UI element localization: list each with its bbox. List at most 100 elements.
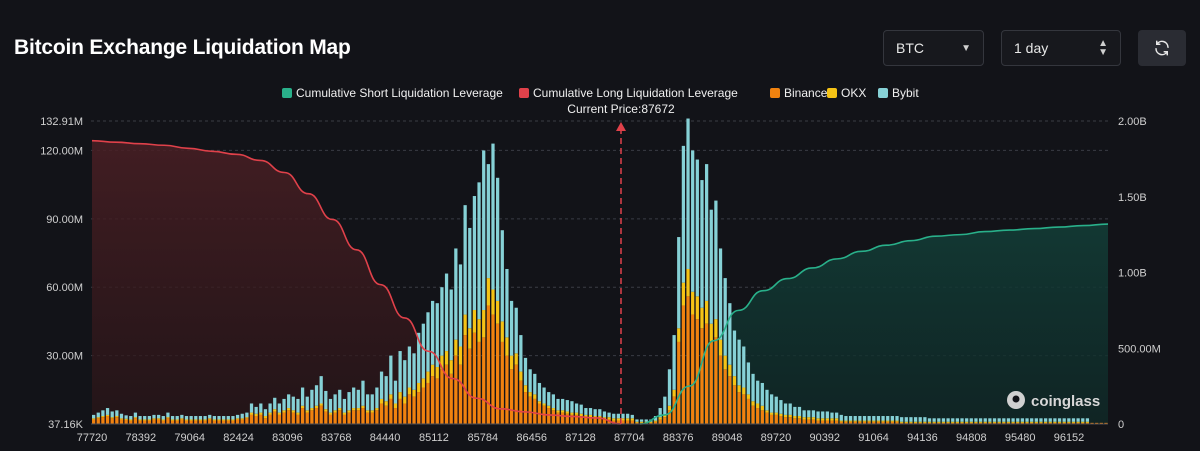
coinglass-watermark: coinglass [1007,391,1100,410]
bar-bybit [208,414,212,419]
legend-label-3[interactable]: OKX [841,86,866,100]
y-right-tick-label: 500.00M [1118,343,1161,355]
bar-okx [797,416,802,419]
x-tick-label: 79064 [174,432,205,444]
current-price-marker: Current Price:87672 [567,102,675,424]
bar-okx [143,419,147,421]
bar-okx [505,337,509,356]
bar-bybit [105,408,110,415]
bar-binance [621,420,625,424]
legend-label-2[interactable]: Binance [784,86,828,100]
bar-okx [704,300,709,324]
legend-label-1[interactable]: Cumulative Long Liquidation Leverage [533,86,738,100]
refresh-button[interactable] [1138,30,1186,66]
bar-binance [848,421,853,424]
bar-binance [314,408,319,424]
bar-binance [1025,422,1029,424]
legend-swatch-2[interactable] [770,88,780,98]
bar-binance [235,419,240,424]
bar-bybit [129,416,133,420]
bar-okx [737,385,741,393]
legend-label-4[interactable]: Bybit [892,86,919,100]
bar-bybit [760,382,764,406]
bar-binance [184,420,189,424]
bar-bybit [435,303,439,367]
bar-bybit [853,416,857,421]
bar-bybit [811,410,816,418]
bar-okx [853,420,857,422]
bar-okx [570,412,574,415]
bar-okx [533,394,537,399]
bar-okx [426,371,430,383]
bar-binance [370,412,374,424]
cumulative-areas [92,140,1108,424]
bar-okx [988,421,992,423]
bar-binance [273,411,277,424]
time-range-select[interactable]: 1 day ▲ ▼ [1001,30,1121,66]
bar-okx [862,420,867,422]
bar-okx [807,417,811,420]
bar-bybit [477,182,481,320]
bar-okx [718,339,723,356]
coin-select[interactable]: BTC ▼ [883,30,984,66]
bar-binance [923,422,927,424]
bar-binance [161,420,165,424]
bar-bybit [491,143,495,290]
bar-okx [881,420,885,422]
bar-binance [375,410,379,424]
bar-okx [486,278,490,306]
legend-swatch-0[interactable] [282,88,292,98]
bar-okx [639,421,644,423]
bar-binance [876,421,881,424]
bar-binance [365,412,370,424]
bar-binance [152,419,156,424]
bar-binance [431,376,435,424]
bar-okx [1053,421,1057,423]
bar-okx [175,419,179,421]
bar-bybit [203,416,207,420]
bar-okx [365,410,370,413]
bar-okx [1002,421,1006,423]
bar-okx [468,328,472,349]
bar-okx [691,291,695,315]
bar-bybit [695,159,699,297]
bar-okx [1085,421,1090,423]
bar-bybit [444,273,449,352]
bar-binance [342,414,347,424]
bar-bybit [1006,418,1011,422]
bar-bybit [365,394,370,411]
bar-okx [477,319,481,342]
y-right-tick-label: 0 [1118,419,1124,431]
bar-okx [635,421,639,423]
x-tick-label: 95480 [1005,432,1036,444]
legend-swatch-4[interactable] [878,88,888,98]
bar-bybit [212,416,216,420]
bar-bybit [519,335,523,372]
bar-binance [1057,422,1062,424]
bar-okx [667,405,672,411]
bar-binance [556,412,560,424]
bar-binance [519,380,523,424]
legend-label-0[interactable]: Cumulative Short Liquidation Leverage [296,86,503,100]
legend-swatch-1[interactable] [519,88,529,98]
bar-okx [379,398,384,404]
bar-bybit [138,416,142,420]
coin-select-value: BTC [896,40,924,56]
bar-binance [263,418,268,424]
bar-binance [463,335,467,424]
x-tick-label: 87704 [614,432,645,444]
bar-binance [472,332,477,424]
bar-bybit [542,387,546,404]
chart-axes: 37.16K 30.00M 60.00M 90.00M 120.00M 132.91M 0 5… [40,116,1161,444]
bar-okx [259,412,263,415]
bar-okx [101,416,105,418]
legend-swatch-3[interactable] [827,88,837,98]
bar-bybit [92,414,96,419]
bar-okx [612,418,616,421]
bar-binance [904,422,908,424]
bar-okx [732,376,737,386]
bar-binance [1016,422,1020,424]
bar-bybit [249,403,254,413]
bar-okx [746,394,751,399]
bar-okx [816,418,820,421]
